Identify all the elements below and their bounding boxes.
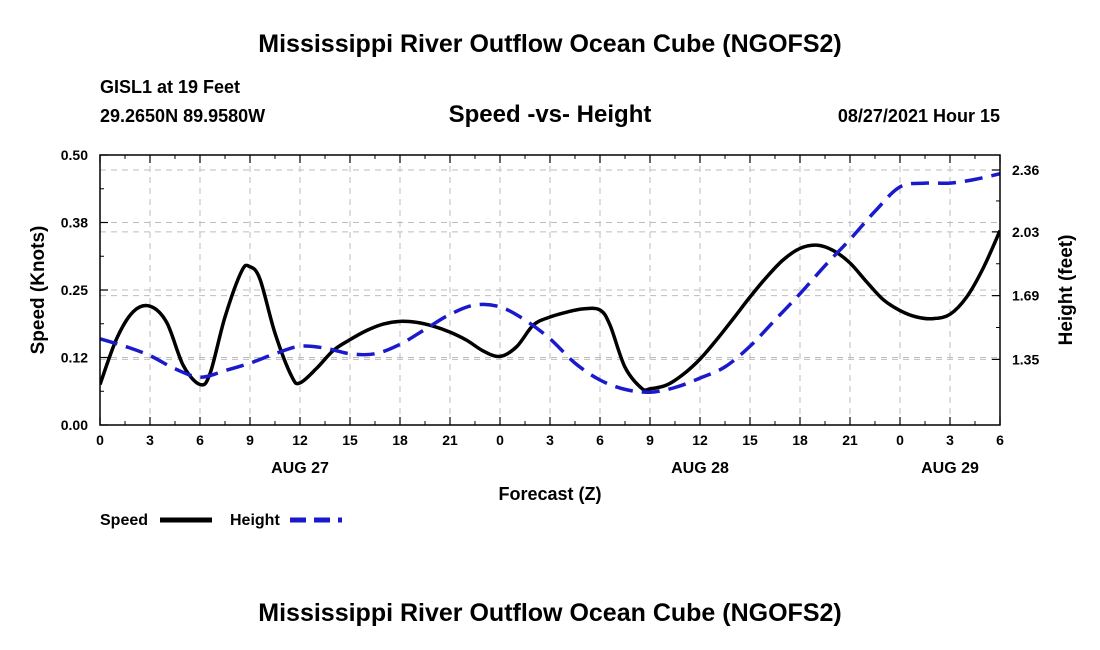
y2-tick-label: 1.69	[1012, 288, 1039, 304]
x-tick-label: 9	[246, 432, 254, 448]
x-tick-label: 9	[646, 432, 654, 448]
date-label: AUG 27	[271, 460, 329, 477]
chart-subtitle: Speed -vs- Height	[448, 101, 652, 128]
y-tick-label: 0.25	[61, 282, 88, 298]
x-tick-label: 0	[96, 432, 104, 448]
footer-title: Mississippi River Outflow Ocean Cube (NG…	[258, 599, 842, 627]
y-tick-label: 0.50	[61, 147, 88, 163]
chart-title: Mississippi River Outflow Ocean Cube (NG…	[258, 30, 842, 58]
x-tick-label: 3	[146, 432, 154, 448]
y2-axis-label: Height (feet)	[1056, 235, 1077, 346]
x-tick-label: 6	[996, 432, 1004, 448]
legend-height-label: Height	[230, 512, 280, 529]
date-label: AUG 29	[921, 460, 979, 477]
x-tick-label: 3	[946, 432, 954, 448]
plot-frame	[99, 154, 1001, 426]
axis-tick-labels: 0 3 6 9 12 15 18 21 0 3 6 9 12 15 18 21 0 3 6 0.00 0.12 0.25 0…	[61, 147, 1040, 477]
x-tick-label: 18	[392, 432, 408, 448]
y2-tick-label: 2.36	[1012, 162, 1039, 178]
station-label: GISL1 at 19 Feet	[100, 77, 241, 97]
y-axis-label: Speed (Knots)	[28, 226, 49, 355]
y-tick-label: 0.38	[61, 215, 88, 231]
x-tick-label: 12	[692, 432, 708, 448]
date-label: AUG 28	[671, 460, 729, 477]
y2-tick-label: 1.35	[1012, 351, 1039, 367]
speed-series-line	[100, 229, 1000, 392]
forecast-timestamp: 08/27/2021 Hour 15	[837, 106, 1000, 126]
x-tick-label: 15	[342, 432, 358, 448]
y-tick-label: 0.12	[61, 350, 88, 366]
data-series	[100, 172, 1000, 394]
y-tick-label: 0.00	[61, 417, 88, 433]
x-tick-label: 6	[196, 432, 204, 448]
x-tick-label: 3	[546, 432, 554, 448]
x-tick-label: 0	[496, 432, 504, 448]
x-tick-label: 12	[292, 432, 308, 448]
x-tick-label: 21	[442, 432, 458, 448]
x-tick-label: 6	[596, 432, 604, 448]
x-tick-label: 15	[742, 432, 758, 448]
x-tick-label: 18	[792, 432, 808, 448]
x-axis-label: Forecast (Z)	[498, 484, 601, 504]
legend-speed-label: Speed	[100, 512, 148, 529]
legend: Speed Height	[100, 512, 342, 529]
y2-tick-label: 2.03	[1012, 224, 1039, 240]
x-tick-label: 0	[896, 432, 904, 448]
station-coords: 29.2650N 89.9580W	[100, 106, 266, 126]
x-tick-label: 21	[842, 432, 858, 448]
